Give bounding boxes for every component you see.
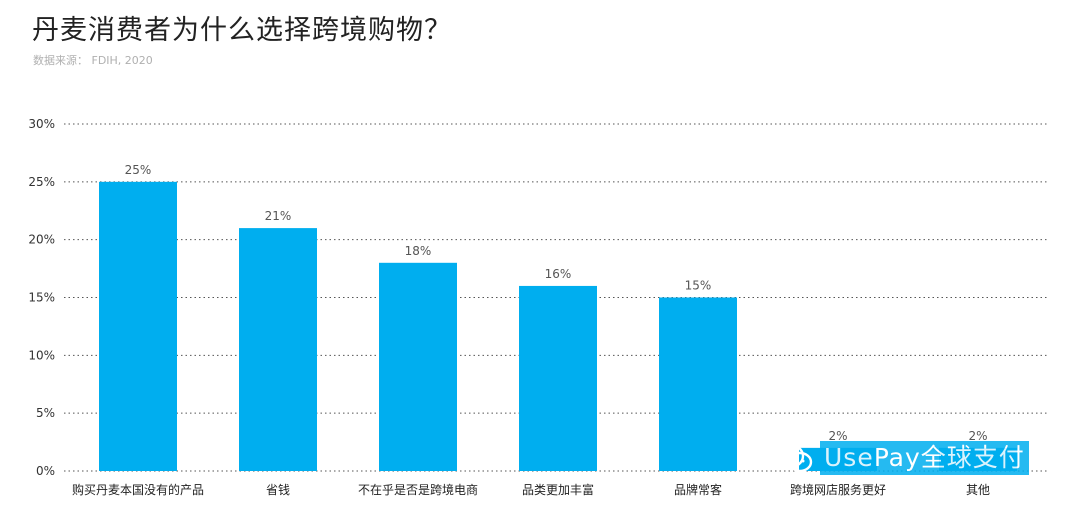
y-tick-label: 20% bbox=[28, 233, 55, 247]
data-label: 25% bbox=[125, 163, 152, 177]
x-category-label: 不在乎是否是跨境电商 bbox=[358, 482, 478, 497]
watermark-text: UsePay全球支付 bbox=[820, 441, 1029, 475]
x-category-label: 品类更加丰富 bbox=[522, 482, 594, 497]
bar bbox=[99, 181, 177, 472]
x-category-label: 其他 bbox=[966, 483, 990, 497]
y-tick-label: 25% bbox=[28, 175, 55, 189]
x-category-label: 购买丹麦本国没有的产品 bbox=[72, 482, 204, 497]
chart-title: 丹麦消费者为什么选择跨境购物？ bbox=[32, 15, 452, 46]
data-label: 16% bbox=[545, 267, 572, 281]
data-label: 21% bbox=[265, 209, 292, 223]
bar bbox=[379, 262, 457, 471]
x-category-label: 省钱 bbox=[266, 482, 290, 497]
data-label: 18% bbox=[405, 244, 432, 258]
y-tick-label: 15% bbox=[28, 291, 55, 305]
wechat-icon bbox=[771, 442, 813, 473]
y-tick-label: 30% bbox=[28, 117, 55, 131]
bar bbox=[239, 228, 317, 471]
data-source: 数据来源： FDIH, 2020 bbox=[33, 54, 153, 67]
y-tick-label: 0% bbox=[36, 464, 55, 478]
data-label: 2% bbox=[968, 429, 987, 443]
bar bbox=[659, 297, 737, 471]
data-label: 15% bbox=[685, 279, 712, 293]
x-category-label: 跨境网店服务更好 bbox=[790, 482, 886, 497]
y-tick-label: 10% bbox=[28, 348, 55, 362]
watermark: UsePay全球支付 bbox=[770, 440, 1029, 476]
x-category-label: 品牌常客 bbox=[674, 482, 722, 497]
data-label: 2% bbox=[828, 429, 847, 443]
bar bbox=[519, 285, 597, 471]
y-tick-label: 5% bbox=[36, 406, 55, 420]
